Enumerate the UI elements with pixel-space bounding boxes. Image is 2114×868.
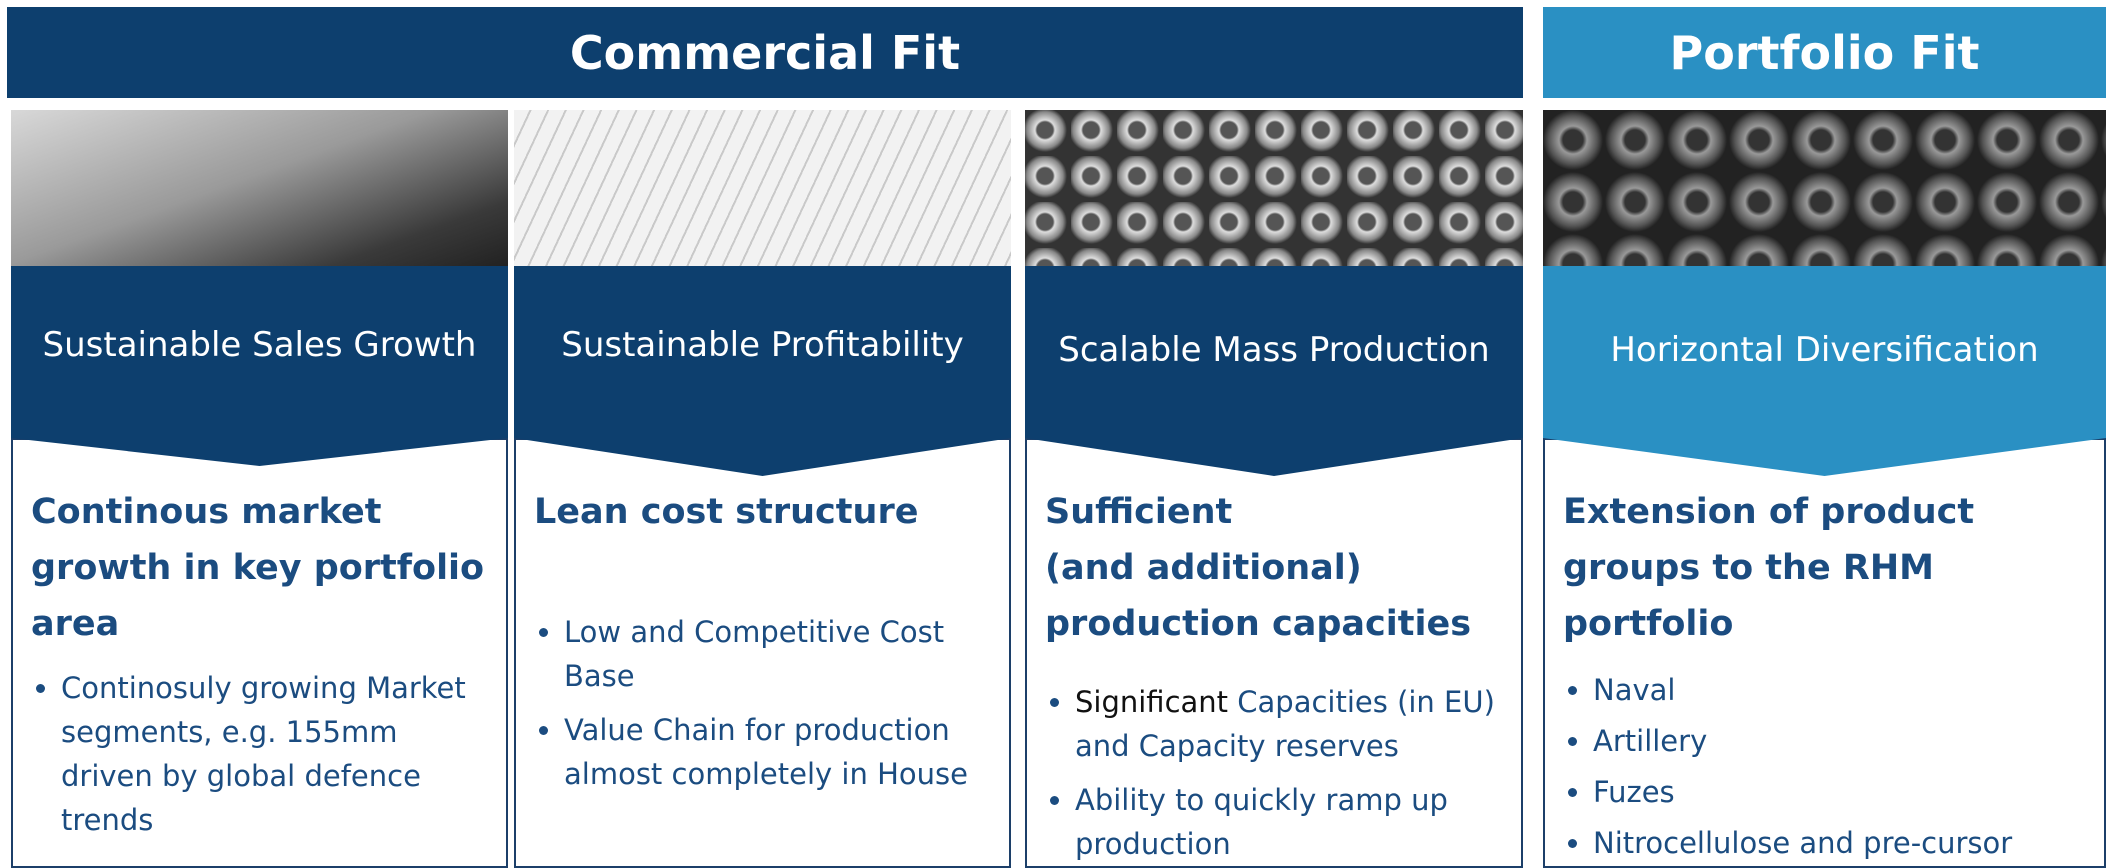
column-heading: Continous market growth in key portfolio… [31,492,485,644]
label-chevron [514,266,1011,476]
photo [11,110,508,270]
bullet-list: Significant Capacities (in EU) and Capac… [1045,680,1503,866]
column: Continous market growth in key portfolio… [11,110,508,868]
bullet-list: Continosuly growing Market segments, e.g… [31,666,488,842]
chevron-shape [1543,266,2106,476]
label-chevron [1025,266,1523,476]
bullet: Ability to quickly ramp up production [1075,778,1503,866]
bullet-list: Low and Competitive Cost Base Value Chain… [534,610,991,796]
bullet: Artillery [1593,719,2086,763]
bullet-list: Naval Artillery Fuzes Nitrocellulose and pr… [1563,668,2086,865]
column-label: Scalable Mass Production [1058,330,1490,370]
column-label: Sustainable Sales Growth [42,325,477,365]
photo [514,110,1011,270]
content-box: Continous market growth in key portfolio… [11,438,508,868]
bullet: Low and Competitive Cost Base [564,610,991,698]
column-heading: Sufficient (and additional) production c… [1045,492,1472,644]
commercial-fit-bar: Commercial Fit [7,7,1523,98]
chevron-shape [514,266,1011,476]
portfolio-fit-bar: Portfolio Fit [1543,7,2106,98]
column-heading: Extension of product groups to the RHM p… [1563,492,1975,644]
column: Extension of product groups to the RHM p… [1543,110,2106,868]
bullet-text: Capacities (in EU) and Capacity reserves [1075,685,1495,763]
column-label: Horizontal Diversification [1610,330,2039,370]
label-chevron [1543,266,2106,476]
bullet: Value Chain for production almost comple… [564,708,991,796]
photo [1543,110,2106,270]
content-box: Extension of product groups to the RHM p… [1543,438,2106,868]
column-heading: Lean cost structure [534,492,919,532]
chevron-shape [11,266,508,466]
chevron-shape [1025,266,1523,476]
bullet: Fuzes [1593,770,2086,814]
bullet: Continosuly growing Market segments, e.g… [61,666,488,842]
label-chevron [11,266,508,466]
bar-title: Portfolio Fit [1669,25,1980,80]
photo [1025,110,1523,270]
column: Sufficient (and additional) production c… [1025,110,1523,868]
bullet: Naval [1593,668,2086,712]
bar-title: Commercial Fit [569,25,961,80]
column: Lean cost structure Low and Competitive C… [514,110,1011,868]
bullet-lead: Significant [1075,685,1229,719]
content-box: Sufficient (and additional) production c… [1025,438,1523,868]
bullet: Significant Capacities (in EU) and Capac… [1075,680,1503,768]
column-label: Sustainable Profitability [561,325,964,365]
bullet: Nitrocellulose and pre-cursor [1593,821,2086,865]
